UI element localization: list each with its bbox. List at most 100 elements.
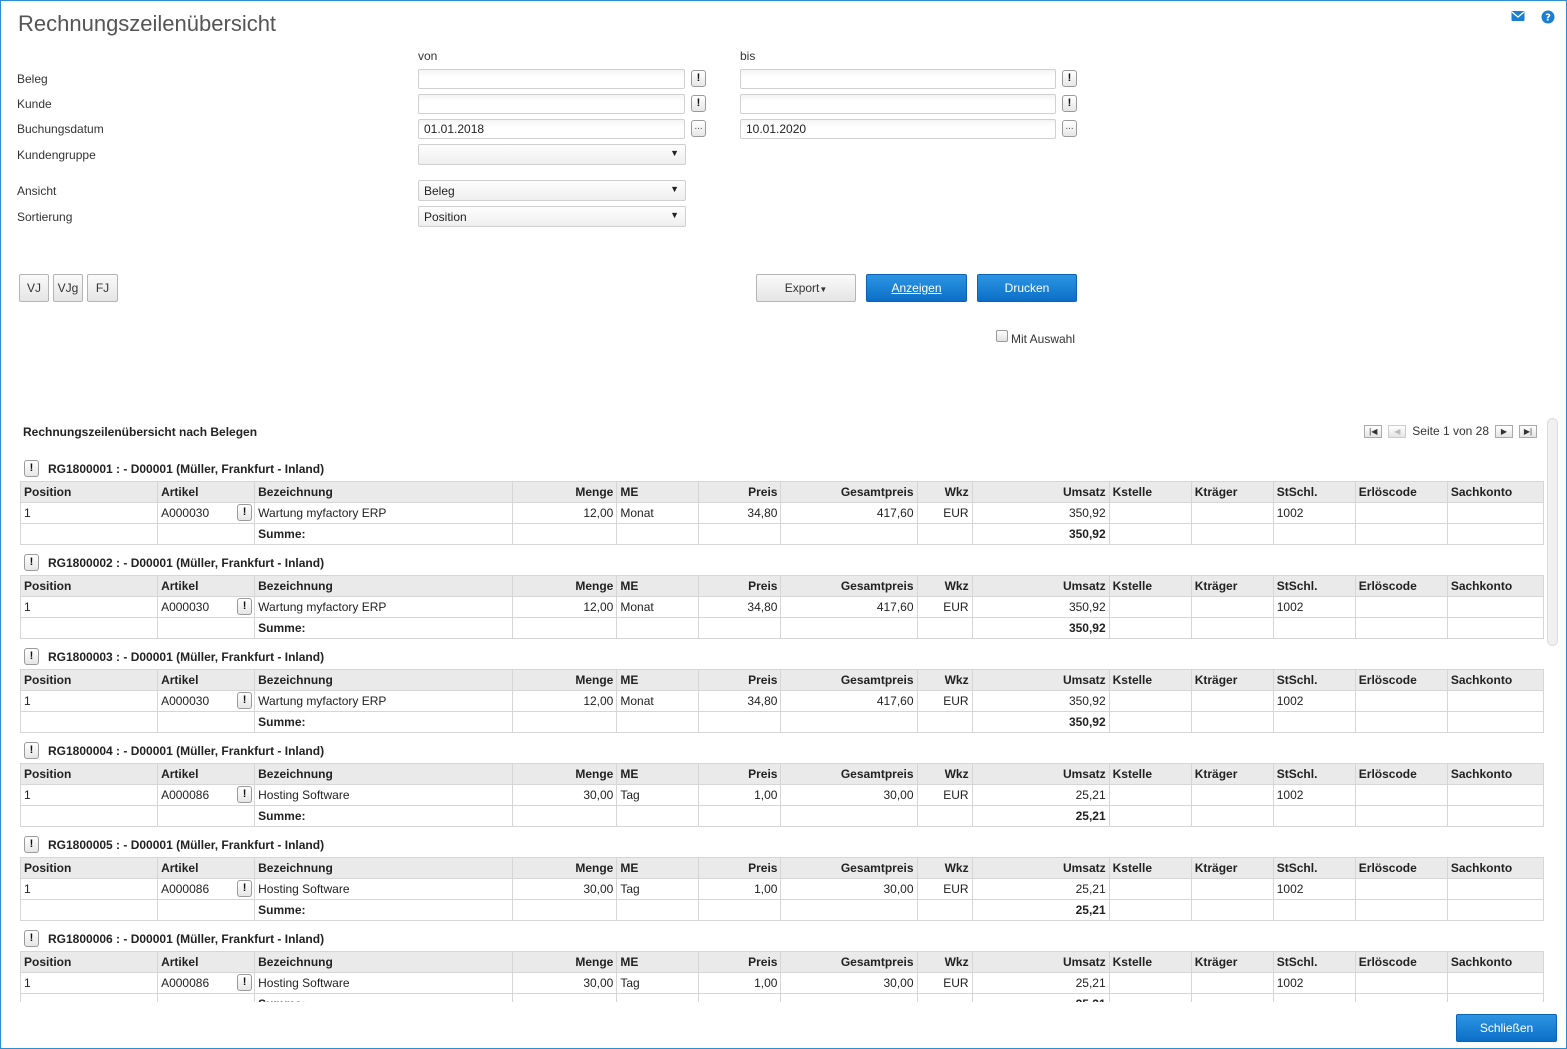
column-header[interactable]: Gesamtpreis — [780, 857, 918, 879]
table-row[interactable]: 1 A000030! Wartung myfactory ERP 12,00 Monat… — [20, 690, 1544, 712]
column-header[interactable]: Erlöscode — [1354, 763, 1448, 785]
artikel-lookup-button[interactable]: ! — [237, 504, 253, 521]
column-header[interactable]: Sachkonto — [1446, 857, 1544, 879]
report-groups[interactable]: ! RG1800001 : - D00001 (Müller, Frankfurt… — [20, 452, 1544, 1002]
anzeigen-button[interactable]: Anzeigen — [866, 274, 967, 302]
artikel-lookup-button[interactable]: ! — [237, 598, 253, 615]
column-header[interactable]: Bezeichnung — [254, 575, 514, 597]
ansicht-select[interactable]: Beleg ▼ — [418, 180, 686, 201]
column-header[interactable]: Bezeichnung — [254, 669, 514, 691]
beleg-to-input[interactable] — [740, 69, 1056, 89]
column-header[interactable]: Preis — [698, 481, 782, 503]
column-header[interactable]: Menge — [512, 481, 618, 503]
column-header[interactable]: StSchl. — [1272, 575, 1356, 597]
column-header[interactable]: ME — [616, 763, 700, 785]
column-header[interactable]: StSchl. — [1272, 481, 1356, 503]
column-header[interactable]: ME — [616, 669, 700, 691]
column-header[interactable]: Menge — [512, 575, 618, 597]
column-header[interactable]: Artikel — [157, 857, 256, 879]
column-header[interactable]: Kträger — [1190, 669, 1274, 691]
invoice-lookup-button[interactable]: ! — [24, 648, 39, 665]
export-button[interactable]: Export▼ — [756, 274, 856, 302]
column-header[interactable]: StSchl. — [1272, 951, 1356, 973]
vj-button[interactable]: VJ — [19, 274, 49, 302]
column-header[interactable]: Gesamtpreis — [780, 481, 918, 503]
artikel-lookup-button[interactable]: ! — [237, 974, 253, 991]
column-header[interactable]: Kträger — [1190, 951, 1274, 973]
column-header[interactable]: Erlöscode — [1354, 669, 1448, 691]
column-header[interactable]: Umsatz — [971, 951, 1110, 973]
kunde-to-lookup-button[interactable]: ! — [1062, 95, 1077, 112]
column-header[interactable]: StSchl. — [1272, 669, 1356, 691]
column-header[interactable]: Position — [20, 575, 159, 597]
beleg-from-input[interactable] — [418, 69, 685, 89]
column-header[interactable]: Kstelle — [1108, 669, 1192, 691]
column-header[interactable]: Sachkonto — [1446, 763, 1544, 785]
column-header[interactable]: Wkz — [916, 857, 973, 879]
column-header[interactable]: Erlöscode — [1354, 857, 1448, 879]
column-header[interactable]: Gesamtpreis — [780, 575, 918, 597]
buchungsdatum-from-input[interactable]: 01.01.2018 — [418, 119, 685, 139]
column-header[interactable]: Kträger — [1190, 763, 1274, 785]
column-header[interactable]: Wkz — [916, 575, 973, 597]
column-header[interactable]: Position — [20, 481, 159, 503]
invoice-lookup-button[interactable]: ! — [24, 554, 39, 571]
beleg-from-lookup-button[interactable]: ! — [691, 70, 706, 87]
column-header[interactable]: Gesamtpreis — [780, 763, 918, 785]
help-icon[interactable]: ? — [1541, 10, 1555, 24]
mail-icon[interactable] — [1511, 10, 1525, 24]
artikel-lookup-button[interactable]: ! — [237, 692, 253, 709]
column-header[interactable]: ME — [616, 481, 700, 503]
next-page-icon[interactable]: ▶ — [1495, 424, 1513, 438]
column-header[interactable]: Kstelle — [1108, 763, 1192, 785]
column-header[interactable]: Artikel — [157, 951, 256, 973]
column-header[interactable]: Umsatz — [971, 575, 1110, 597]
column-header[interactable]: Kstelle — [1108, 481, 1192, 503]
column-header[interactable]: Wkz — [916, 763, 973, 785]
table-row[interactable]: 1 A000086! Hosting Software 30,00 Tag 1,00 30,… — [20, 784, 1544, 806]
column-header[interactable]: Artikel — [157, 763, 256, 785]
column-header[interactable]: StSchl. — [1272, 857, 1356, 879]
kunde-from-input[interactable] — [418, 94, 685, 114]
fj-button[interactable]: FJ — [87, 274, 118, 302]
first-page-icon[interactable]: |◀ — [1364, 424, 1383, 438]
artikel-lookup-button[interactable]: ! — [237, 880, 253, 897]
column-header[interactable]: ME — [616, 857, 700, 879]
column-header[interactable]: Bezeichnung — [254, 857, 514, 879]
column-header[interactable]: Menge — [512, 763, 618, 785]
column-header[interactable]: Menge — [512, 951, 618, 973]
column-header[interactable]: Menge — [512, 857, 618, 879]
column-header[interactable]: Erlöscode — [1354, 575, 1448, 597]
column-header[interactable]: Kstelle — [1108, 857, 1192, 879]
column-header[interactable]: Wkz — [916, 951, 973, 973]
table-row[interactable]: 1 A000030! Wartung myfactory ERP 12,00 Monat… — [20, 596, 1544, 618]
column-header[interactable]: Kstelle — [1108, 575, 1192, 597]
column-header[interactable]: Bezeichnung — [254, 763, 514, 785]
artikel-lookup-button[interactable]: ! — [237, 786, 253, 803]
table-row[interactable]: 1 A000030! Wartung myfactory ERP 12,00 Monat… — [20, 502, 1544, 524]
kundengruppe-select[interactable]: ▼ — [418, 144, 686, 165]
vertical-scrollbar[interactable] — [1547, 418, 1558, 646]
last-page-icon[interactable]: ▶| — [1519, 424, 1537, 438]
column-header[interactable]: Wkz — [916, 481, 973, 503]
column-header[interactable]: ME — [616, 575, 700, 597]
mit-auswahl-checkbox[interactable] — [996, 330, 1008, 342]
table-row[interactable]: 1 A000086! Hosting Software 30,00 Tag 1,00 30,… — [20, 972, 1544, 994]
column-header[interactable]: Position — [20, 763, 159, 785]
invoice-lookup-button[interactable]: ! — [24, 930, 39, 947]
kunde-to-input[interactable] — [740, 94, 1056, 114]
invoice-lookup-button[interactable]: ! — [24, 836, 39, 853]
prev-page-icon[interactable]: ◀ — [1388, 424, 1407, 438]
column-header[interactable]: StSchl. — [1272, 763, 1356, 785]
column-header[interactable]: ME — [616, 951, 700, 973]
sortierung-select[interactable]: Position ▼ — [418, 206, 686, 227]
column-header[interactable]: Sachkonto — [1446, 951, 1544, 973]
column-header[interactable]: Umsatz — [971, 669, 1110, 691]
beleg-to-lookup-button[interactable]: ! — [1062, 70, 1077, 87]
vjg-button[interactable]: VJg — [53, 274, 83, 302]
column-header[interactable]: Position — [20, 669, 159, 691]
invoice-lookup-button[interactable]: ! — [24, 460, 39, 477]
drucken-button[interactable]: Drucken — [977, 274, 1077, 302]
column-header[interactable]: Preis — [698, 763, 782, 785]
column-header[interactable]: Umsatz — [971, 481, 1110, 503]
